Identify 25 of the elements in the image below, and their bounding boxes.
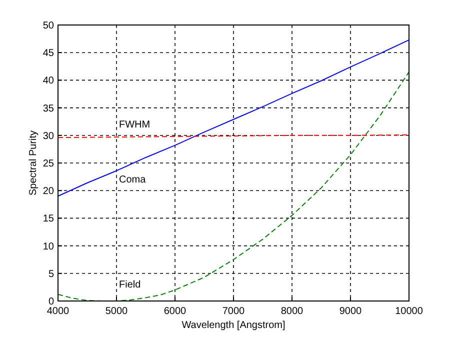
line-series (58, 71, 410, 302)
x-tick-label: 5000 (105, 306, 128, 317)
x-tick-label: 9000 (339, 306, 362, 317)
y-tick-label: 50 (42, 20, 54, 32)
y-axis-title: Spectral Purity (28, 130, 39, 196)
annotation: FWHM (119, 120, 150, 131)
y-tick-label: 40 (42, 76, 54, 87)
x-axis-title: Wavelength [Angstrom] (182, 320, 286, 331)
x-tick-label: 6000 (164, 306, 187, 317)
y-tick-label: 10 (42, 241, 54, 252)
x-tick-label: 4000 (46, 306, 70, 317)
y-tick-label: 35 (42, 103, 54, 114)
y-tick-label: 45 (42, 48, 54, 60)
x-tick-label: 8000 (280, 306, 304, 317)
y-tick-label: 20 (42, 186, 54, 198)
y-tick-label: 0 (48, 296, 54, 308)
x-tick-label: 7000 (222, 306, 246, 317)
annotation: Coma (119, 174, 146, 186)
y-tick-label: 25 (42, 158, 54, 170)
y-tick-label: 5 (48, 268, 54, 280)
x-tick-label: 10000 (395, 306, 424, 317)
y-tick-label: 30 (42, 130, 54, 142)
line-series (58, 39, 410, 197)
y-tick-label: 15 (42, 214, 54, 225)
annotation: Field (119, 280, 141, 291)
